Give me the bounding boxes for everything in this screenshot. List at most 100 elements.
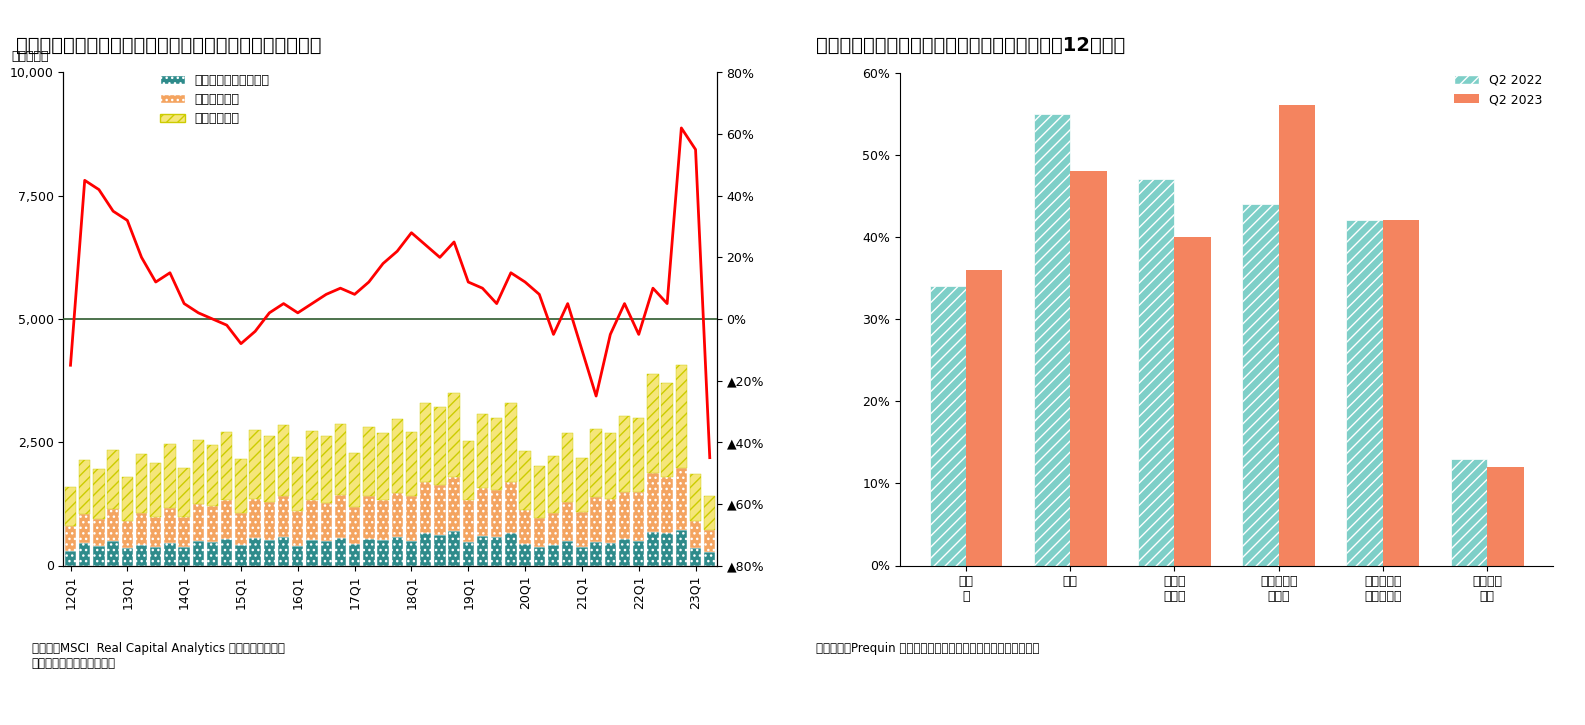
- Bar: [477, 536, 488, 566]
- Legend: Q2 2022, Q2 2023: Q2 2022, Q2 2023: [1449, 69, 1547, 111]
- Bar: [165, 508, 176, 543]
- Bar: [675, 468, 686, 530]
- Bar: [377, 500, 388, 540]
- Bar: [647, 532, 659, 566]
- Bar: [235, 513, 247, 544]
- Bar: [334, 538, 346, 566]
- Bar: [449, 393, 460, 477]
- Bar: [563, 502, 574, 541]
- Bar: [618, 492, 631, 539]
- Bar: [79, 514, 90, 543]
- Bar: [534, 518, 545, 547]
- Bar: [320, 436, 331, 503]
- Bar: [463, 500, 474, 542]
- Bar: [220, 500, 233, 539]
- Bar: [591, 429, 602, 497]
- Bar: [391, 492, 403, 537]
- Bar: [320, 503, 331, 542]
- Bar: [208, 444, 219, 506]
- Text: （億ドル）: （億ドル）: [11, 49, 49, 62]
- Bar: [363, 497, 374, 539]
- Bar: [520, 544, 531, 566]
- Bar: [577, 513, 588, 547]
- Bar: [179, 517, 190, 547]
- Bar: [292, 546, 303, 566]
- Bar: [179, 468, 190, 517]
- Bar: [277, 425, 290, 497]
- Bar: [165, 444, 176, 508]
- Bar: [548, 544, 560, 566]
- Bar: [263, 540, 276, 566]
- Bar: [647, 374, 659, 473]
- Bar: [1450, 459, 1487, 566]
- Bar: [292, 511, 303, 546]
- Bar: [420, 534, 431, 566]
- Bar: [306, 540, 317, 566]
- Bar: [434, 407, 445, 484]
- Bar: [577, 458, 588, 513]
- Bar: [506, 533, 517, 566]
- Bar: [1138, 179, 1174, 566]
- Legend: 欧州・中東・アフリカ, アジア太平洋, 南北アメリカ: 欧州・中東・アフリカ, アジア太平洋, 南北アメリカ: [155, 69, 274, 130]
- Bar: [704, 496, 715, 531]
- Bar: [704, 531, 715, 552]
- Bar: [136, 454, 147, 513]
- Bar: [449, 531, 460, 566]
- Bar: [661, 477, 672, 534]
- Bar: [151, 463, 162, 517]
- Bar: [65, 526, 76, 551]
- Bar: [1346, 220, 1382, 566]
- Bar: [618, 415, 631, 492]
- Text: （資料）　Prequin の公表データからニッセイ基礎研究所が作成: （資料） Prequin の公表データからニッセイ基礎研究所が作成: [816, 642, 1040, 655]
- Bar: [632, 418, 645, 492]
- Bar: [1174, 237, 1211, 566]
- Bar: [349, 453, 360, 507]
- Bar: [506, 481, 517, 533]
- Bar: [563, 541, 574, 566]
- Bar: [193, 541, 204, 566]
- Bar: [604, 500, 617, 543]
- Bar: [434, 484, 445, 535]
- Bar: [520, 510, 531, 544]
- Bar: [193, 440, 204, 504]
- Bar: [675, 365, 686, 468]
- Bar: [534, 547, 545, 566]
- Bar: [406, 541, 417, 566]
- Text: 図表５　世界の投資家の不動産投資戦略（今後12ヶ月）: 図表５ 世界の投資家の不動産投資戦略（今後12ヶ月）: [816, 36, 1125, 55]
- Bar: [263, 502, 276, 540]
- Bar: [577, 547, 588, 566]
- Bar: [122, 548, 133, 566]
- Bar: [548, 456, 560, 513]
- Bar: [591, 497, 602, 542]
- Bar: [377, 540, 388, 566]
- Bar: [591, 542, 602, 566]
- Bar: [604, 433, 617, 500]
- Bar: [632, 541, 645, 566]
- Bar: [79, 543, 90, 566]
- Bar: [1243, 204, 1279, 566]
- Bar: [965, 270, 1002, 566]
- Bar: [334, 495, 346, 538]
- Bar: [689, 548, 701, 566]
- Bar: [420, 403, 431, 481]
- Bar: [363, 428, 374, 497]
- Bar: [661, 534, 672, 566]
- Bar: [165, 543, 176, 566]
- Bar: [108, 541, 119, 566]
- Bar: [122, 477, 133, 521]
- Bar: [1070, 171, 1106, 566]
- Bar: [306, 431, 317, 500]
- Bar: [235, 544, 247, 566]
- Bar: [108, 509, 119, 541]
- Bar: [548, 513, 560, 544]
- Bar: [704, 552, 715, 566]
- Bar: [151, 547, 162, 566]
- Bar: [491, 537, 502, 566]
- Bar: [491, 489, 502, 537]
- Bar: [263, 436, 276, 502]
- Bar: [477, 488, 488, 536]
- Bar: [618, 539, 631, 566]
- Bar: [306, 500, 317, 540]
- Bar: [136, 544, 147, 566]
- Bar: [1487, 467, 1523, 566]
